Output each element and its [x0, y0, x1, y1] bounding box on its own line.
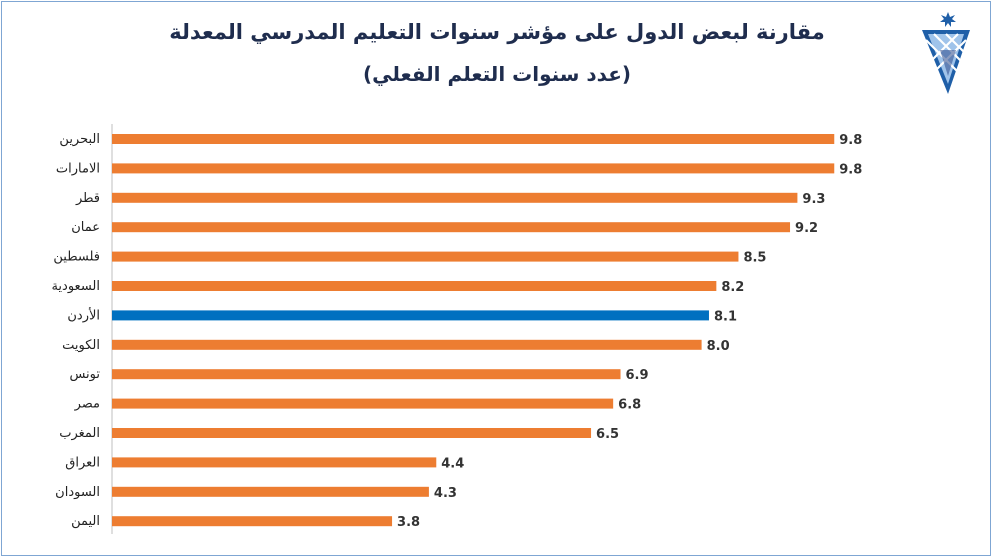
value-label: 9.3 — [802, 192, 825, 207]
bar — [112, 428, 592, 438]
bar — [112, 486, 429, 497]
category-label: عمان — [71, 220, 100, 235]
value-label: 4.4 — [441, 456, 464, 471]
bar — [112, 163, 835, 174]
category-label: تونس — [69, 367, 100, 382]
category-label: اليمن — [71, 514, 100, 529]
category-label: السودان — [55, 485, 100, 500]
value-label: 9.8 — [839, 133, 862, 148]
bar-highlight — [112, 310, 709, 321]
value-label: 8.5 — [743, 251, 766, 266]
chart-title: مقارنة لبعض الدول على مؤشر سنوات التعليم… — [169, 20, 825, 44]
bar — [112, 281, 717, 291]
category-label: الأردن — [67, 306, 100, 323]
category-label: الامارات — [56, 161, 100, 176]
value-label: 8.2 — [721, 280, 744, 295]
value-label: 4.3 — [434, 486, 457, 501]
category-label: العراق — [65, 455, 100, 470]
bar — [112, 516, 393, 527]
category-label: الكويت — [62, 338, 100, 353]
category-label: فلسطين — [53, 250, 100, 265]
value-label: 6.5 — [596, 427, 619, 442]
bar — [112, 339, 702, 350]
category-label: قطر — [75, 191, 100, 206]
category-label: السعودية — [51, 279, 100, 294]
bar — [112, 134, 835, 144]
value-label: 8.0 — [707, 339, 730, 354]
value-label: 9.2 — [795, 221, 818, 236]
chart-subtitle: (عدد سنوات التعلم الفعلي) — [362, 62, 632, 86]
value-label: 6.9 — [626, 368, 649, 383]
jordan-star-emblem-icon — [922, 12, 970, 94]
value-label: 8.1 — [714, 309, 737, 324]
value-label: 3.8 — [397, 515, 420, 530]
value-label: 6.8 — [618, 398, 641, 413]
category-label: المغرب — [59, 426, 100, 441]
value-label: 9.8 — [839, 162, 862, 177]
bar — [112, 398, 614, 409]
bar — [112, 192, 798, 203]
category-label: البحرين — [59, 132, 100, 147]
bar — [112, 369, 621, 380]
bar — [112, 222, 791, 233]
bar — [112, 457, 437, 468]
bar — [112, 251, 739, 262]
category-label: مصر — [74, 397, 100, 412]
